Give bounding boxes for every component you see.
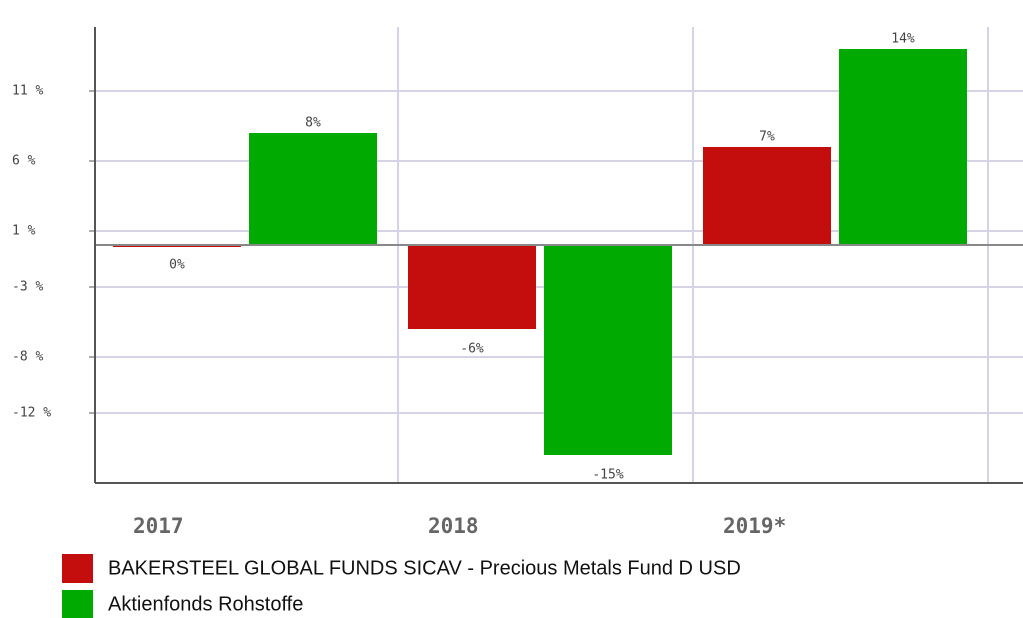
y-tick-label: 6 %: [12, 154, 36, 169]
y-tick-label: 11 %: [12, 84, 43, 99]
value-label: 8%: [305, 116, 321, 131]
x-tick-label: 2017: [133, 514, 184, 538]
y-tick-label: -12 %: [12, 406, 51, 421]
value-label: 7%: [759, 130, 775, 145]
value-label: 0%: [169, 258, 185, 273]
x-tick-label: 2018: [428, 514, 479, 538]
bar: [408, 245, 536, 329]
value-label: -6%: [460, 342, 484, 357]
legend-label: BAKERSTEEL GLOBAL FUNDS SICAV - Precious…: [108, 557, 741, 579]
legend-swatch: [62, 590, 93, 618]
bar: [703, 147, 831, 245]
value-label: -15%: [592, 468, 623, 483]
x-tick-label: 2019*: [723, 514, 786, 538]
y-tick-label: -8 %: [12, 350, 43, 365]
bar: [839, 49, 967, 245]
y-tick-label: -3 %: [12, 280, 43, 295]
legend-label: Aktienfonds Rohstoffe: [108, 593, 303, 615]
bar: [544, 245, 672, 455]
value-label: 14%: [891, 32, 915, 47]
legend-swatch: [62, 554, 93, 583]
bar: [249, 133, 377, 245]
y-tick-label: 1 %: [12, 224, 36, 239]
